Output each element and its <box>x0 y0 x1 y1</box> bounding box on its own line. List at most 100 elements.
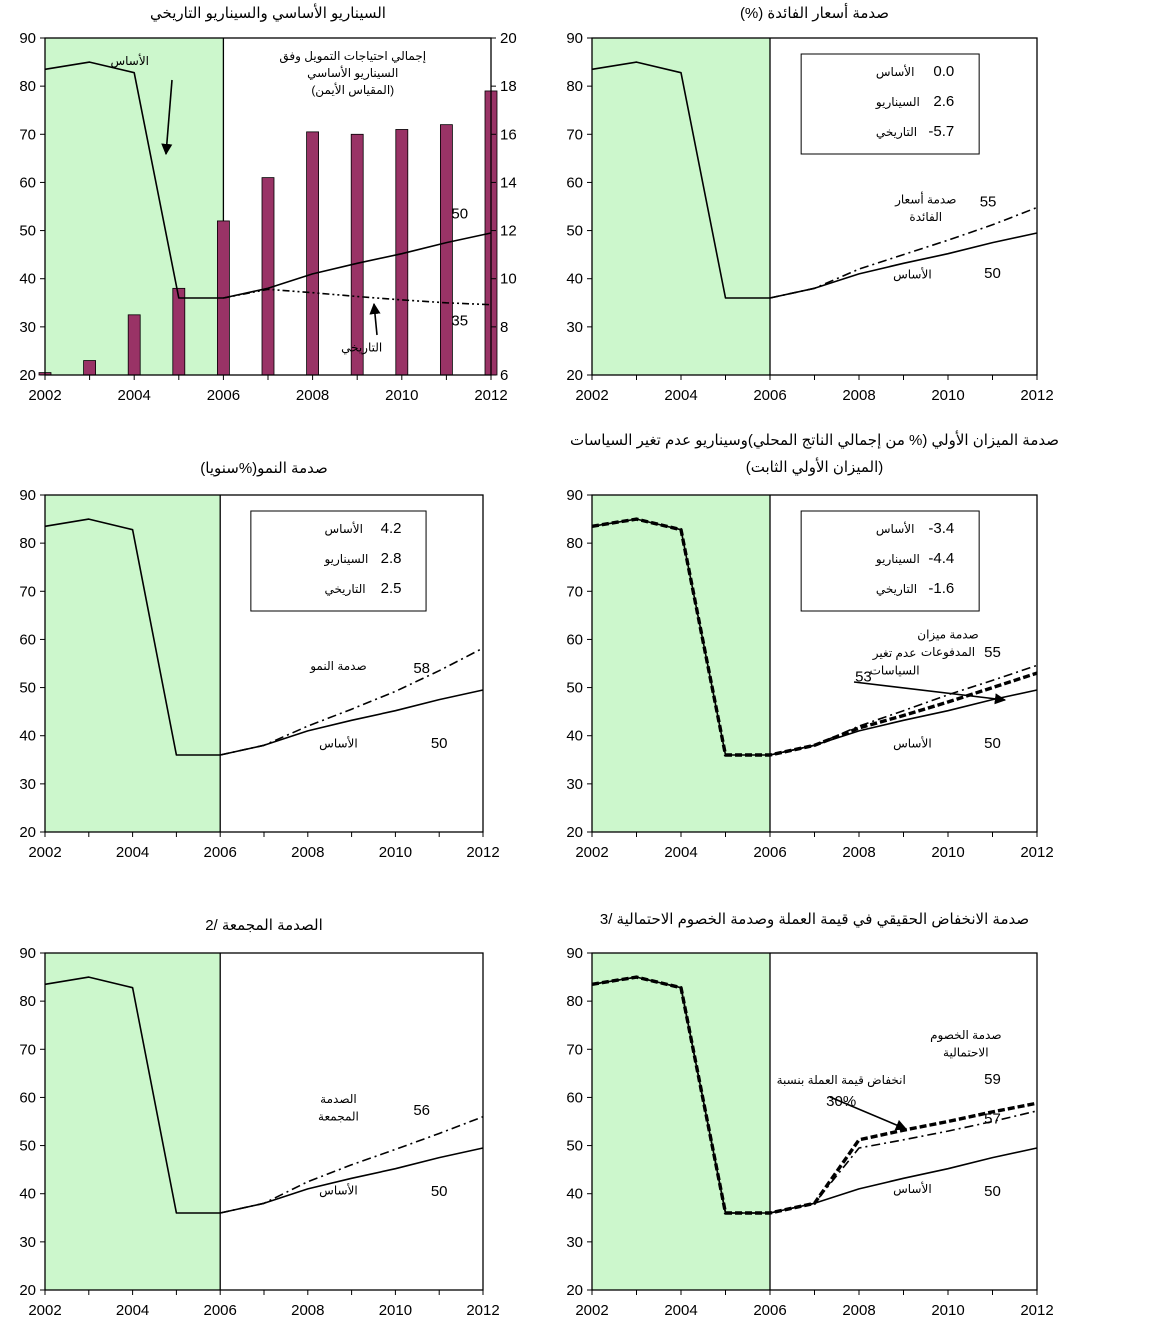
chart-annotation: التاريخي <box>341 340 382 355</box>
y2-tick-label: 10 <box>500 271 517 288</box>
y-tick-label: 80 <box>566 993 583 1010</box>
chart-title: الصدمة المجمعة /2 <box>205 917 323 934</box>
x-tick-label: 2006 <box>204 844 237 861</box>
legend-table <box>800 53 980 155</box>
y-tick-label: 50 <box>566 1138 583 1155</box>
y-tick-label: 20 <box>566 1282 583 1299</box>
legend-value: -5.7 <box>928 123 954 140</box>
x-tick-label: 2004 <box>118 387 151 404</box>
series-line <box>220 647 484 756</box>
leader-arrow <box>369 302 381 336</box>
y-tick-label: 70 <box>566 126 583 143</box>
y-tick-label: 40 <box>566 728 583 745</box>
y-tick-label: 30 <box>566 319 583 336</box>
series-line <box>44 61 492 299</box>
chart-title: صدمة الانخفاض الحقيقي في قيمة العملة وصد… <box>600 911 1029 929</box>
x-tick-label: 2010 <box>931 387 964 404</box>
x-tick-label: 2010 <box>379 844 412 861</box>
series-line <box>591 975 1038 1215</box>
y-tick-label: 30 <box>19 776 36 793</box>
chart-annotation: 50 <box>431 735 448 752</box>
y-tick-label: 80 <box>19 993 36 1010</box>
chart-annotation: المجمعة <box>318 1110 359 1124</box>
chart-annotation: الأساس <box>319 735 358 751</box>
y-tick-label: 50 <box>19 1138 36 1155</box>
legend-label: الأساس <box>324 521 363 537</box>
chart-annotation: 50 <box>984 1183 1001 1200</box>
legend-label: التاريخي <box>876 125 917 140</box>
y-tick-label: 90 <box>19 30 36 47</box>
legend-label: السيناريو <box>875 95 920 110</box>
financing-bar <box>172 287 186 376</box>
x-tick-label: 2004 <box>664 1302 697 1319</box>
chart-annotation: 56 <box>413 1102 430 1119</box>
y-tick-label: 60 <box>566 1089 583 1106</box>
legend-label: السيناريو <box>875 552 920 567</box>
legend-value: 2.6 <box>933 93 954 110</box>
y-tick-label: 60 <box>566 174 583 191</box>
legend-value: -1.6 <box>928 580 954 597</box>
chart-annotation: 59 <box>984 1071 1001 1088</box>
y-tick-label: 80 <box>566 78 583 95</box>
x-tick-label: 2006 <box>207 387 240 404</box>
y-tick-label: 40 <box>566 1186 583 1203</box>
y-tick-label: 60 <box>566 631 583 648</box>
y2-tick-label: 6 <box>500 367 508 384</box>
chart-annotation: الفائدة <box>909 210 942 224</box>
chart-annotation: الأساس <box>893 267 932 283</box>
y-tick-label: 80 <box>19 535 36 552</box>
x-tick-label: 2004 <box>664 387 697 404</box>
chart-annotation: 50 <box>431 1183 448 1200</box>
y-tick-label: 70 <box>19 126 36 143</box>
legend-value: 2.8 <box>381 550 402 567</box>
leader-arrow <box>853 681 1007 705</box>
legend-label: الأساس <box>876 64 915 80</box>
history-shade <box>45 953 221 1290</box>
leader-arrow <box>829 1096 908 1131</box>
y-tick-label: 90 <box>566 487 583 504</box>
chart-title: صدمة النمو(%سنويا) <box>200 460 327 477</box>
y2-tick-label: 20 <box>500 30 517 47</box>
legend-label: السيناريو <box>323 552 368 567</box>
x-tick-label: 2006 <box>753 844 786 861</box>
y-tick-label: 30 <box>19 1234 36 1251</box>
y-tick-label: 60 <box>19 631 36 648</box>
x-tick-label: 2002 <box>575 844 608 861</box>
legend-value: 0.0 <box>933 63 954 80</box>
x-tick-label: 2002 <box>28 1302 61 1319</box>
x-tick-label: 2008 <box>842 1302 875 1319</box>
x-tick-label: 2004 <box>664 844 697 861</box>
chart-title: السيناريو الأساسي والسيناريو التاريخي <box>150 3 386 23</box>
y-tick-label: 30 <box>19 319 36 336</box>
y-tick-label: 70 <box>19 1041 36 1058</box>
x-tick-label: 2010 <box>931 1302 964 1319</box>
legend-label: الأساس <box>876 521 915 537</box>
y-tick-label: 50 <box>19 680 36 697</box>
x-tick-label: 2010 <box>931 844 964 861</box>
y-tick-label: 60 <box>19 174 36 191</box>
y-tick-label: 50 <box>566 680 583 697</box>
chart-annotation: الأساس <box>319 1183 358 1199</box>
y-tick-label: 20 <box>19 824 36 841</box>
chart-p3: صدمة النمو(%سنويا) 20 30 40 50 60 70 80 90 2002 20… <box>19 460 499 861</box>
x-tick-label: 2008 <box>291 1302 324 1319</box>
legend-label: التاريخي <box>324 582 365 597</box>
chart-annotation: الاحتمالية <box>943 1046 989 1060</box>
chart-annotation: السيناريو الأساسي <box>307 65 398 81</box>
y-tick-label: 90 <box>566 945 583 962</box>
x-tick-label: 2002 <box>575 1302 608 1319</box>
chart-annotation: (المقياس الأيمن) <box>311 82 394 98</box>
x-tick-label: 2012 <box>466 1302 499 1319</box>
leader-arrow <box>161 79 173 156</box>
x-tick-label: 2002 <box>575 387 608 404</box>
chart-annotation: 58 <box>413 660 430 677</box>
chart-p6: صدمة الانخفاض الحقيقي في قيمة العملة وصد… <box>566 911 1053 1319</box>
legend-value: -4.4 <box>928 550 954 567</box>
y-tick-label: 90 <box>19 945 36 962</box>
y-tick-label: 40 <box>566 271 583 288</box>
chart-annotation: 55 <box>980 194 997 211</box>
chart-annotation: صدمة ميزان <box>917 627 979 642</box>
y2-tick-label: 8 <box>500 319 508 336</box>
chart-title: صدمة الميزان الأولي (% من إجمالي الناتج … <box>570 430 1059 450</box>
